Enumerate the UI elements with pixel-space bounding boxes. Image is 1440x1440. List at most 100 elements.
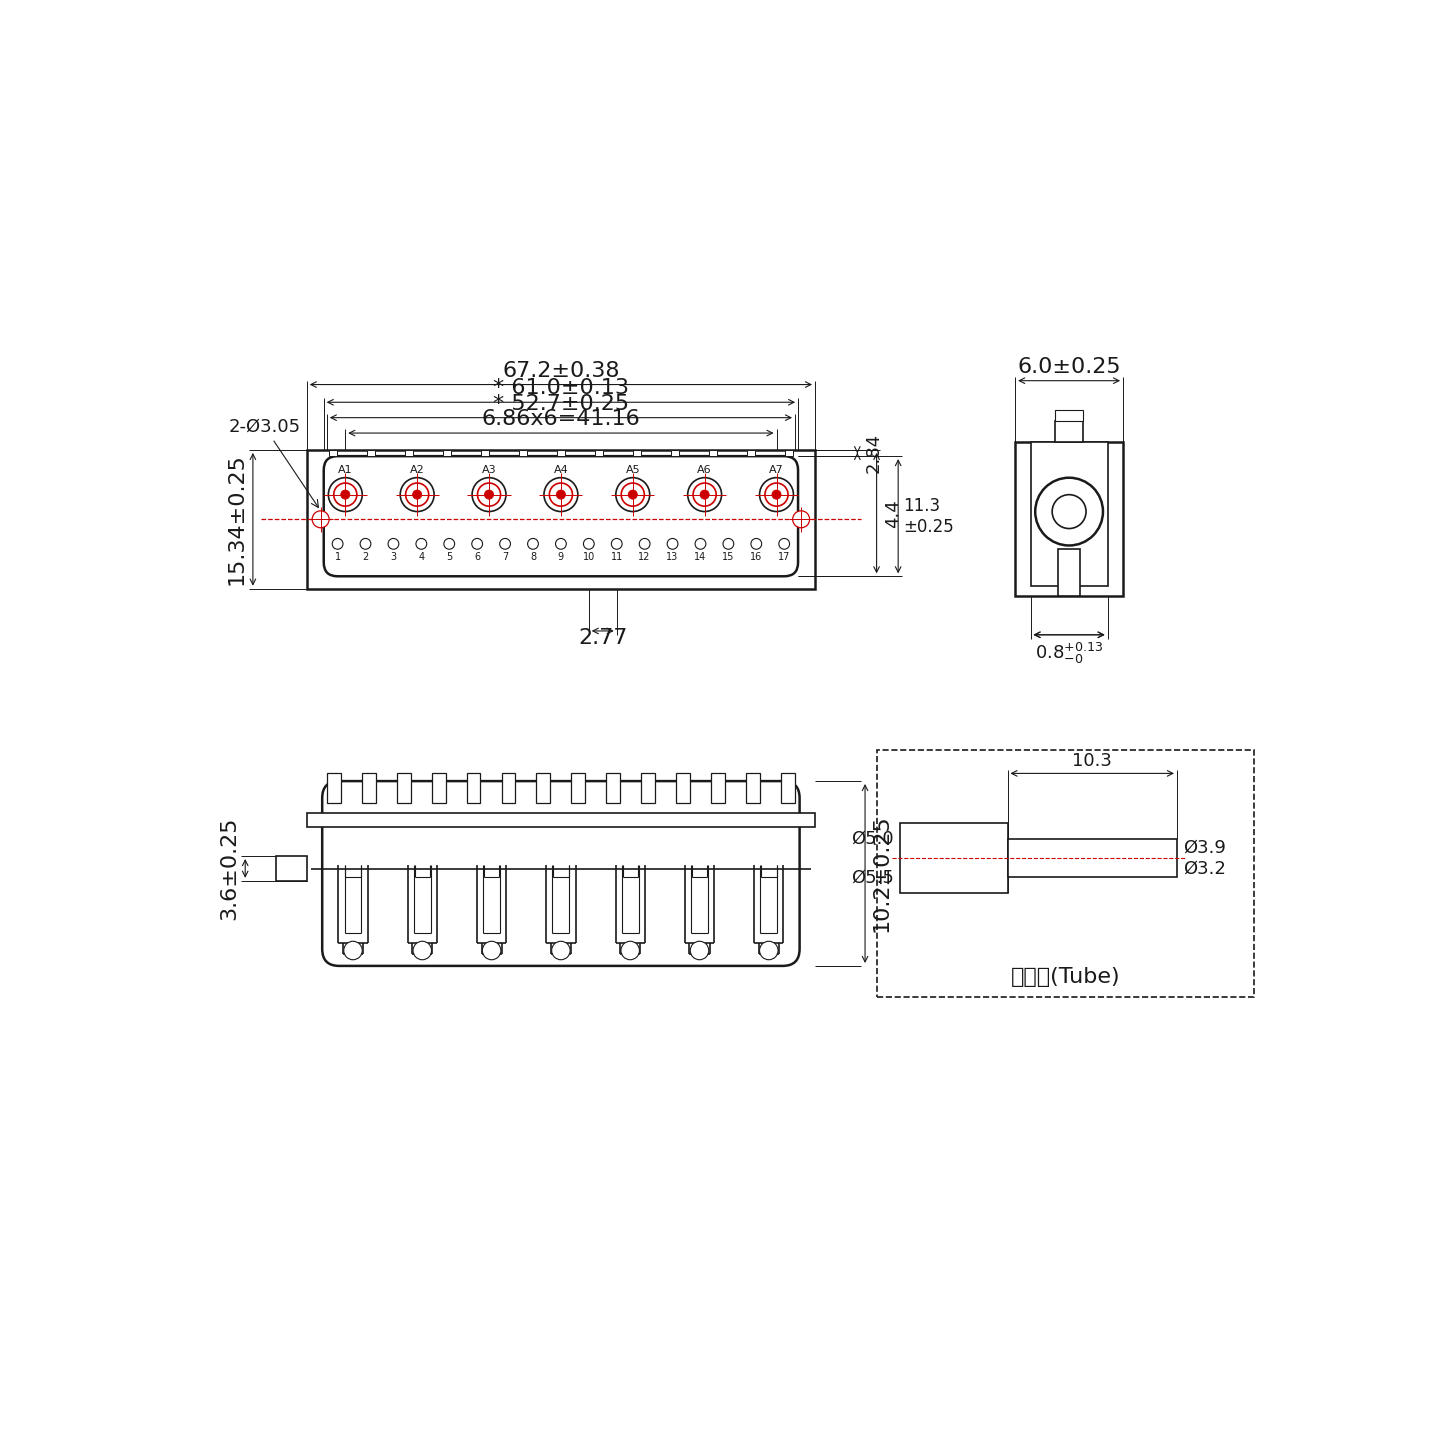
Circle shape: [444, 539, 455, 549]
Bar: [367, 449, 374, 456]
Text: 15.34±0.25: 15.34±0.25: [226, 454, 246, 585]
Bar: [595, 449, 603, 456]
Circle shape: [500, 539, 510, 549]
Circle shape: [333, 539, 343, 549]
Text: 11.3
±0.25: 11.3 ±0.25: [903, 497, 955, 536]
Text: A7: A7: [769, 465, 783, 475]
Circle shape: [549, 482, 573, 505]
Bar: [746, 773, 760, 802]
Text: 11: 11: [611, 552, 624, 562]
Bar: [1031, 442, 1107, 586]
Bar: [327, 773, 341, 802]
Text: 7: 7: [503, 552, 508, 562]
Bar: [467, 773, 481, 802]
Text: 10.3: 10.3: [1073, 752, 1112, 769]
Bar: [444, 449, 451, 456]
Text: 6.86x6=41.16: 6.86x6=41.16: [481, 409, 641, 429]
Circle shape: [723, 539, 734, 549]
Circle shape: [693, 482, 716, 505]
Text: 12: 12: [638, 552, 651, 562]
Bar: [361, 773, 376, 802]
Bar: [405, 449, 413, 456]
Circle shape: [667, 539, 678, 549]
Circle shape: [416, 539, 426, 549]
Text: 6.0±0.25: 6.0±0.25: [1017, 357, 1120, 377]
Circle shape: [544, 478, 577, 511]
Text: 1: 1: [334, 552, 341, 562]
Bar: [785, 449, 792, 456]
Text: * 52.7±0.25: * 52.7±0.25: [492, 393, 629, 413]
Bar: [1008, 840, 1176, 877]
Circle shape: [696, 539, 706, 549]
Text: 67.2±0.38: 67.2±0.38: [503, 360, 619, 380]
Bar: [307, 814, 815, 828]
Circle shape: [612, 539, 622, 549]
Circle shape: [792, 511, 809, 528]
Text: 9: 9: [557, 552, 564, 562]
Bar: [307, 449, 815, 589]
Bar: [900, 824, 1008, 893]
Circle shape: [688, 478, 721, 511]
Text: 屏蔽管(Tube): 屏蔽管(Tube): [1011, 968, 1120, 988]
Circle shape: [406, 482, 429, 505]
Circle shape: [621, 482, 644, 505]
Text: Ø3.2: Ø3.2: [1184, 860, 1225, 878]
Bar: [330, 449, 337, 456]
Circle shape: [341, 490, 350, 500]
Circle shape: [1053, 495, 1086, 528]
Text: Ø3.9: Ø3.9: [1184, 838, 1225, 857]
Text: Ø5.0: Ø5.0: [851, 829, 894, 848]
Text: Cigntung: Cigntung: [459, 829, 662, 871]
Circle shape: [328, 478, 363, 511]
Circle shape: [360, 539, 372, 549]
Bar: [877, 750, 1254, 996]
Bar: [432, 773, 445, 802]
Text: 3: 3: [390, 552, 396, 562]
Circle shape: [334, 482, 357, 505]
Text: 6: 6: [474, 552, 480, 562]
Text: A1: A1: [338, 465, 353, 475]
Text: 2.77: 2.77: [577, 628, 628, 648]
Text: 2: 2: [363, 552, 369, 562]
Circle shape: [1035, 478, 1103, 546]
Text: Cigntung: Cigntung: [480, 491, 642, 524]
Circle shape: [472, 539, 482, 549]
Circle shape: [639, 539, 649, 549]
Circle shape: [527, 539, 539, 549]
Bar: [572, 773, 585, 802]
Circle shape: [750, 539, 762, 549]
Circle shape: [400, 478, 433, 511]
Circle shape: [628, 490, 638, 500]
Text: * 61.0±0.13: * 61.0±0.13: [492, 379, 629, 399]
Text: 5: 5: [446, 552, 452, 562]
Text: 17: 17: [778, 552, 791, 562]
Text: A2: A2: [410, 465, 425, 475]
Text: A4: A4: [553, 465, 569, 475]
Circle shape: [413, 942, 432, 959]
Circle shape: [344, 942, 363, 959]
Text: 8: 8: [530, 552, 536, 562]
FancyBboxPatch shape: [324, 456, 798, 576]
Bar: [1056, 420, 1083, 442]
Circle shape: [482, 942, 501, 959]
Circle shape: [552, 942, 570, 959]
Bar: [557, 449, 564, 456]
Circle shape: [772, 490, 780, 500]
Text: 4.4: 4.4: [884, 498, 903, 527]
Bar: [711, 773, 726, 802]
Bar: [518, 449, 527, 456]
Text: 14: 14: [694, 552, 707, 562]
Bar: [1056, 410, 1083, 420]
Circle shape: [484, 490, 494, 500]
Circle shape: [765, 482, 788, 505]
Bar: [606, 773, 621, 802]
Bar: [276, 857, 307, 881]
Text: 13: 13: [667, 552, 678, 562]
Bar: [708, 449, 717, 456]
Bar: [634, 449, 641, 456]
Circle shape: [478, 482, 501, 505]
Circle shape: [616, 478, 649, 511]
Circle shape: [759, 478, 793, 511]
Circle shape: [690, 942, 708, 959]
Circle shape: [621, 942, 639, 959]
